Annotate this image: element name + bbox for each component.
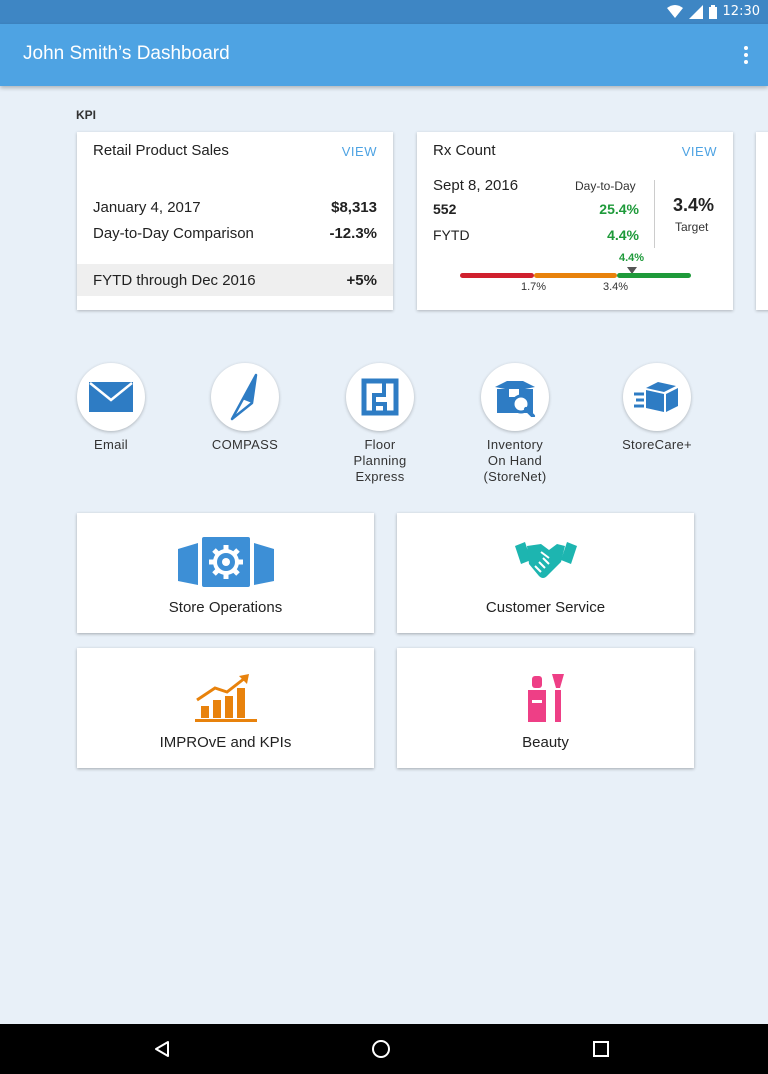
improve-kpis-label: IMPROvE and KPIs: [159, 734, 292, 751]
status-bar: 12:30: [0, 0, 768, 24]
delivery-box-icon: [634, 382, 678, 412]
rx-fytd-value: 4.4%: [607, 227, 639, 243]
tile-icon-wrap: [77, 670, 374, 724]
lipstick-icon: [527, 674, 564, 722]
email-app-button[interactable]: [77, 363, 145, 431]
rx-divider: [654, 180, 655, 248]
compass-app-label: COMPASS: [211, 437, 279, 452]
email-app-label: Email: [93, 437, 128, 452]
rx-date: Sept 8, 2016: [433, 177, 519, 194]
inventory-app-label: Inventory On Hand (StoreNet): [483, 437, 547, 484]
retail-sales-card: Retail Product Sales VIEW January 4, 201…: [77, 132, 393, 310]
home-circle-icon[interactable]: [369, 1037, 393, 1061]
retail-fytd-label: FYTD through Dec 2016: [93, 271, 256, 289]
back-triangle-icon[interactable]: [150, 1037, 174, 1061]
progress-segment-high: [617, 273, 691, 278]
compass-app-button[interactable]: [211, 363, 279, 431]
kpi-section-label: KPI: [76, 108, 97, 122]
rx-count-card: Rx Count VIEW Sept 8, 2016 Day-to-Day 55…: [417, 132, 733, 310]
rx-view-link[interactable]: VIEW: [681, 144, 717, 159]
retail-card-title: Retail Product Sales: [93, 142, 229, 159]
system-nav-bar: [0, 1024, 768, 1074]
inventory-search-icon: [495, 381, 535, 417]
beauty-label: Beauty: [522, 734, 569, 751]
page-title: John Smith’s Dashboard: [23, 43, 230, 64]
retail-date-row: January 4, 2017 $8,313: [93, 199, 377, 216]
store-operations-label: Store Operations: [168, 599, 283, 616]
growth-chart-icon: [194, 674, 257, 722]
progress-segment-low: [460, 273, 534, 278]
rx-day-to-day-label: Day-to-Day: [575, 179, 636, 193]
compass-icon: [230, 373, 258, 421]
rx-count-value: 552: [433, 201, 457, 217]
store-gear-icon: [177, 537, 274, 587]
tile-icon-wrap: [397, 535, 694, 589]
retail-date: January 4, 2017: [93, 199, 201, 216]
retail-sales-value: $8,313: [331, 199, 377, 216]
more-vert-icon[interactable]: [738, 43, 754, 67]
progress-tick-2: 3.4%: [603, 281, 629, 293]
rx-card-title: Rx Count: [433, 142, 496, 159]
rx-fytd-label: FYTD: [433, 227, 470, 243]
rx-progress-marker-label: 4.4%: [619, 252, 645, 264]
envelope-icon: [89, 382, 133, 412]
customer-service-tile[interactable]: Customer Service: [397, 513, 694, 633]
customer-service-label: Customer Service: [485, 599, 606, 616]
retail-comparison-label: Day-to-Day Comparison: [93, 225, 254, 242]
wifi-icon: [666, 4, 683, 18]
retail-comparison-row: Day-to-Day Comparison -12.3%: [93, 225, 377, 242]
store-operations-tile[interactable]: Store Operations: [77, 513, 374, 633]
recents-square-icon[interactable]: [589, 1037, 613, 1061]
battery-icon: [708, 4, 717, 19]
retail-fytd-value: +5%: [346, 271, 377, 289]
retail-view-link[interactable]: VIEW: [341, 144, 377, 159]
retail-fytd-row: FYTD through Dec 2016 +5%: [77, 264, 393, 296]
app-bar: John Smith’s Dashboard: [0, 24, 768, 86]
progress-marker-icon: [627, 267, 637, 274]
floor-planning-app-label: Floor Planning Express: [353, 437, 407, 484]
floor-plan-icon: [361, 378, 399, 416]
status-icons: 12:30: [666, 4, 760, 19]
status-time: 12:30: [722, 4, 760, 19]
handshake-icon: [514, 542, 577, 578]
storecare-app-button[interactable]: [623, 363, 691, 431]
rx-target-value: 3.4%: [673, 195, 715, 215]
improve-kpis-tile[interactable]: IMPROvE and KPIs: [77, 648, 374, 768]
storecare-app-label: StoreCare+: [622, 437, 692, 452]
tile-icon-wrap: [77, 535, 374, 589]
signal-icon: [688, 4, 703, 19]
rx-target-label: Target: [675, 220, 709, 234]
tile-icon-wrap: [397, 670, 694, 724]
progress-tick-1: 1.7%: [521, 281, 547, 293]
progress-segment-mid: [534, 273, 617, 278]
inventory-app-button[interactable]: [481, 363, 549, 431]
retail-comparison-value: -12.3%: [329, 225, 377, 242]
kpi-card-partial[interactable]: [756, 132, 768, 310]
beauty-tile[interactable]: Beauty: [397, 648, 694, 768]
rx-day-value: 25.4%: [599, 201, 639, 217]
floor-planning-app-button[interactable]: [346, 363, 414, 431]
